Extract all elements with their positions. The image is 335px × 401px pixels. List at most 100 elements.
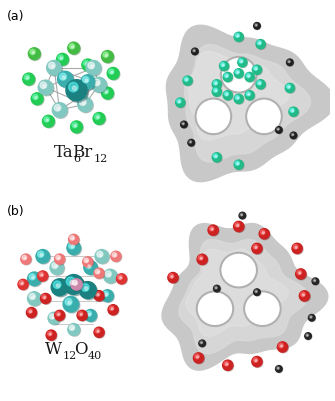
Circle shape (67, 241, 80, 255)
Circle shape (49, 314, 61, 325)
Circle shape (33, 95, 38, 100)
Circle shape (83, 61, 94, 73)
Circle shape (85, 310, 96, 322)
Circle shape (220, 63, 229, 72)
Circle shape (65, 276, 85, 296)
Circle shape (54, 105, 61, 112)
Circle shape (90, 66, 93, 69)
Circle shape (307, 335, 308, 336)
Circle shape (84, 259, 88, 263)
Circle shape (58, 56, 63, 61)
Circle shape (95, 269, 105, 279)
Circle shape (63, 297, 79, 312)
Circle shape (92, 78, 106, 93)
Circle shape (289, 108, 298, 117)
Circle shape (286, 60, 293, 67)
Circle shape (212, 81, 221, 89)
Circle shape (43, 85, 46, 88)
Circle shape (32, 95, 44, 106)
Circle shape (200, 257, 202, 260)
Circle shape (60, 283, 62, 285)
Circle shape (31, 93, 43, 105)
Circle shape (109, 70, 114, 75)
Circle shape (28, 309, 32, 314)
Circle shape (108, 69, 120, 81)
Circle shape (31, 276, 34, 279)
Circle shape (68, 82, 89, 103)
Circle shape (81, 75, 95, 89)
Circle shape (288, 62, 290, 63)
Circle shape (71, 245, 74, 248)
Circle shape (233, 222, 244, 232)
Circle shape (70, 236, 74, 241)
Circle shape (24, 75, 29, 81)
Circle shape (39, 82, 54, 97)
Circle shape (314, 280, 315, 282)
Circle shape (96, 251, 110, 264)
Circle shape (256, 41, 265, 50)
Ellipse shape (248, 101, 280, 133)
Text: W: W (45, 340, 62, 357)
Circle shape (99, 254, 102, 257)
Circle shape (58, 72, 73, 87)
Circle shape (69, 325, 80, 336)
Circle shape (105, 271, 118, 284)
Ellipse shape (199, 294, 231, 324)
Circle shape (285, 84, 294, 93)
Circle shape (168, 273, 178, 283)
Circle shape (214, 286, 217, 289)
Circle shape (69, 325, 75, 330)
Circle shape (253, 357, 263, 368)
Circle shape (88, 313, 90, 316)
Circle shape (215, 156, 217, 158)
Circle shape (259, 43, 261, 45)
Circle shape (169, 274, 174, 279)
Circle shape (69, 235, 79, 245)
Circle shape (95, 329, 100, 333)
Circle shape (19, 280, 29, 290)
Circle shape (29, 274, 35, 280)
Circle shape (234, 223, 245, 233)
Text: 40: 40 (88, 350, 102, 360)
Circle shape (257, 42, 261, 46)
Circle shape (276, 366, 283, 373)
Circle shape (32, 52, 34, 55)
Circle shape (235, 34, 244, 43)
Circle shape (234, 33, 243, 42)
Circle shape (95, 292, 105, 302)
Ellipse shape (223, 60, 255, 91)
Circle shape (105, 91, 108, 94)
Circle shape (221, 63, 225, 67)
Circle shape (52, 316, 54, 318)
Circle shape (118, 275, 122, 280)
Circle shape (111, 72, 113, 74)
Circle shape (199, 340, 205, 347)
Circle shape (192, 50, 195, 53)
Circle shape (300, 292, 310, 302)
Circle shape (181, 122, 188, 129)
Circle shape (223, 361, 233, 371)
Circle shape (103, 291, 114, 303)
Text: 12: 12 (93, 153, 108, 163)
Circle shape (235, 96, 240, 100)
Circle shape (199, 341, 206, 347)
Circle shape (226, 76, 228, 78)
Circle shape (293, 245, 298, 249)
Circle shape (224, 93, 228, 97)
Circle shape (70, 281, 74, 285)
Circle shape (213, 89, 217, 93)
Circle shape (53, 281, 61, 289)
Circle shape (291, 134, 294, 136)
Circle shape (188, 140, 195, 147)
Circle shape (226, 94, 228, 96)
Circle shape (108, 305, 118, 315)
Circle shape (86, 61, 101, 76)
Circle shape (27, 292, 41, 306)
Circle shape (313, 279, 319, 285)
Circle shape (193, 353, 204, 363)
Circle shape (21, 283, 23, 285)
Circle shape (194, 51, 195, 52)
Circle shape (42, 295, 46, 300)
Circle shape (186, 79, 188, 81)
Circle shape (117, 275, 127, 285)
